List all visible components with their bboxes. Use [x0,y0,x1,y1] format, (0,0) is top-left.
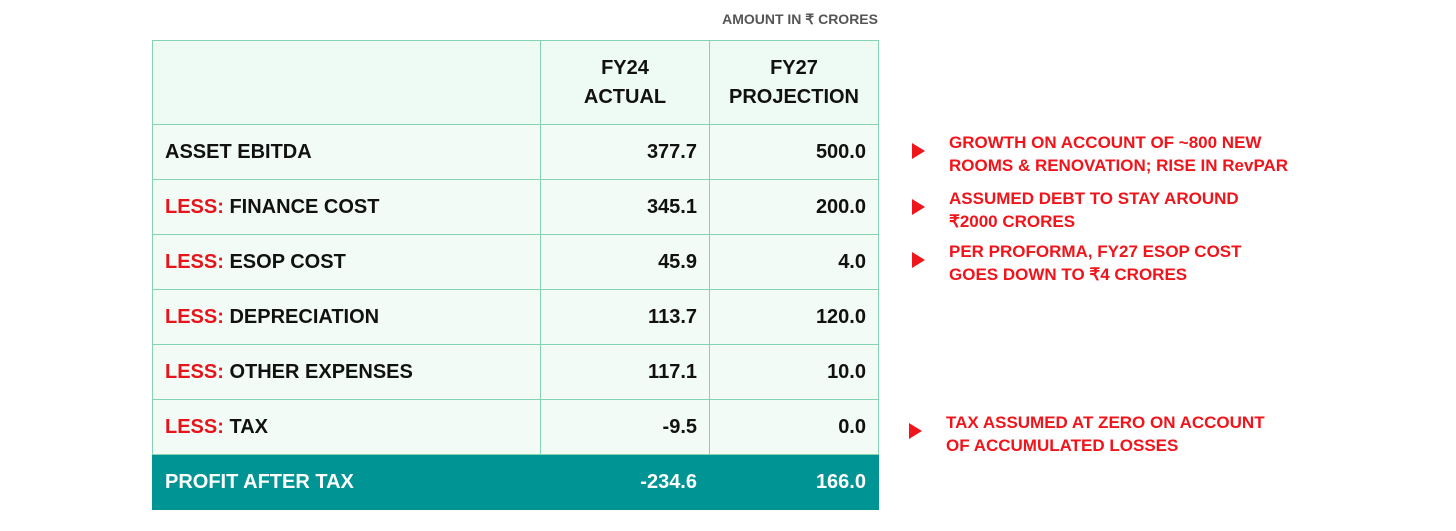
header-cell: FY24 ACTUAL [540,40,710,125]
note: ASSUMED DEBT TO STAY AROUND ₹2000 CRORES [912,187,1239,233]
note: TAX ASSUMED AT ZERO ON ACCOUNT OF ACCUMUL… [909,411,1265,457]
less-prefix: LESS: [165,360,224,383]
note-arrow [912,199,925,215]
note-arrow [912,252,925,268]
less-prefix: LESS: [165,195,224,218]
note-text: PER PROFORMA, FY27 ESOP COST GOES DOWN TO… [949,240,1242,286]
less-prefix: LESS: [165,250,224,273]
value-cell: 0.0 [709,399,879,455]
note-line: TAX ASSUMED AT ZERO ON ACCOUNT [946,413,1265,432]
value-cell: 345.1 [540,179,710,235]
note-text: ASSUMED DEBT TO STAY AROUND ₹2000 CRORES [949,187,1239,233]
label-text: ASSET EBITDA [165,140,312,163]
table-row: LESS: OTHER EXPENSES 117.1 10.0 [152,344,879,400]
note-line: ₹2000 CRORES [949,212,1076,231]
value-cell: 166.0 [709,454,879,510]
row-label: ASSET EBITDA [152,124,541,180]
value-cell: 10.0 [709,344,879,400]
note-line: ASSUMED DEBT TO STAY AROUND [949,189,1239,208]
label-text: TAX [229,415,268,438]
table-row: LESS: TAX -9.5 0.0 [152,399,879,455]
table-row: PROFIT AFTER TAX -234.6 166.0 [152,454,879,510]
note: PER PROFORMA, FY27 ESOP COST GOES DOWN TO… [912,240,1242,286]
row-label: LESS: TAX [152,399,541,455]
header-text: PROJECTION [728,85,860,108]
note-line: ROOMS & RENOVATION; RISE IN RevPAR [949,156,1289,175]
header-row: FY24 ACTUAL FY27 PROJECTION [152,40,879,125]
header-text: ACTUAL [583,85,667,108]
row-label: LESS: OTHER EXPENSES [152,344,541,400]
row-label: LESS: ESOP COST [152,234,541,290]
row-label: PROFIT AFTER TAX [152,454,541,510]
note-text: GROWTH ON ACCOUNT OF ~800 NEW ROOMS & REN… [949,131,1288,177]
note-line: OF ACCUMULATED LOSSES [946,436,1179,455]
value-cell: 500.0 [709,124,879,180]
pnl-table: FY24 ACTUAL FY27 PROJECTION ASSET EBITDA 377.… [152,40,879,510]
header-text: FY24 [601,56,649,79]
value-cell: 377.7 [540,124,710,180]
label-text: PROFIT AFTER TAX [165,470,354,493]
note-line: GOES DOWN TO ₹4 CRORES [949,265,1188,284]
label-text: OTHER EXPENSES [229,360,413,383]
note-text: TAX ASSUMED AT ZERO ON ACCOUNT OF ACCUMUL… [946,411,1265,457]
header-text: FY27 [770,56,818,79]
value-cell: 117.1 [540,344,710,400]
less-prefix: LESS: [165,305,224,328]
table-row: LESS: FINANCE COST 345.1 200.0 [152,179,879,235]
value-cell: -234.6 [540,454,710,510]
value-cell: 4.0 [709,234,879,290]
value-cell: 120.0 [709,289,879,345]
less-prefix: LESS: [165,415,224,438]
row-label: LESS: DEPRECIATION [152,289,541,345]
header-cell: FY27 PROJECTION [709,40,879,125]
value-cell: 113.7 [540,289,710,345]
table-row: LESS: DEPRECIATION 113.7 120.0 [152,289,879,345]
value-cell: 200.0 [709,179,879,235]
label-text: DEPRECIATION [229,305,380,328]
note-line: PER PROFORMA, FY27 ESOP COST [949,242,1242,261]
label-text: ESOP COST [229,250,346,273]
value-cell: 45.9 [540,234,710,290]
table-row: LESS: ESOP COST 45.9 4.0 [152,234,879,290]
value-cell: -9.5 [540,399,710,455]
note: GROWTH ON ACCOUNT OF ~800 NEW ROOMS & REN… [912,131,1288,177]
note-arrow [912,143,925,159]
row-label: LESS: FINANCE COST [152,179,541,235]
unit-note: AMOUNT IN ₹ CRORES [722,11,878,27]
note-line: GROWTH ON ACCOUNT OF ~800 NEW [949,133,1262,152]
note-arrow [909,423,922,439]
table-row: ASSET EBITDA 377.7 500.0 [152,124,879,180]
header-cell [152,40,541,125]
label-text: FINANCE COST [229,195,380,218]
